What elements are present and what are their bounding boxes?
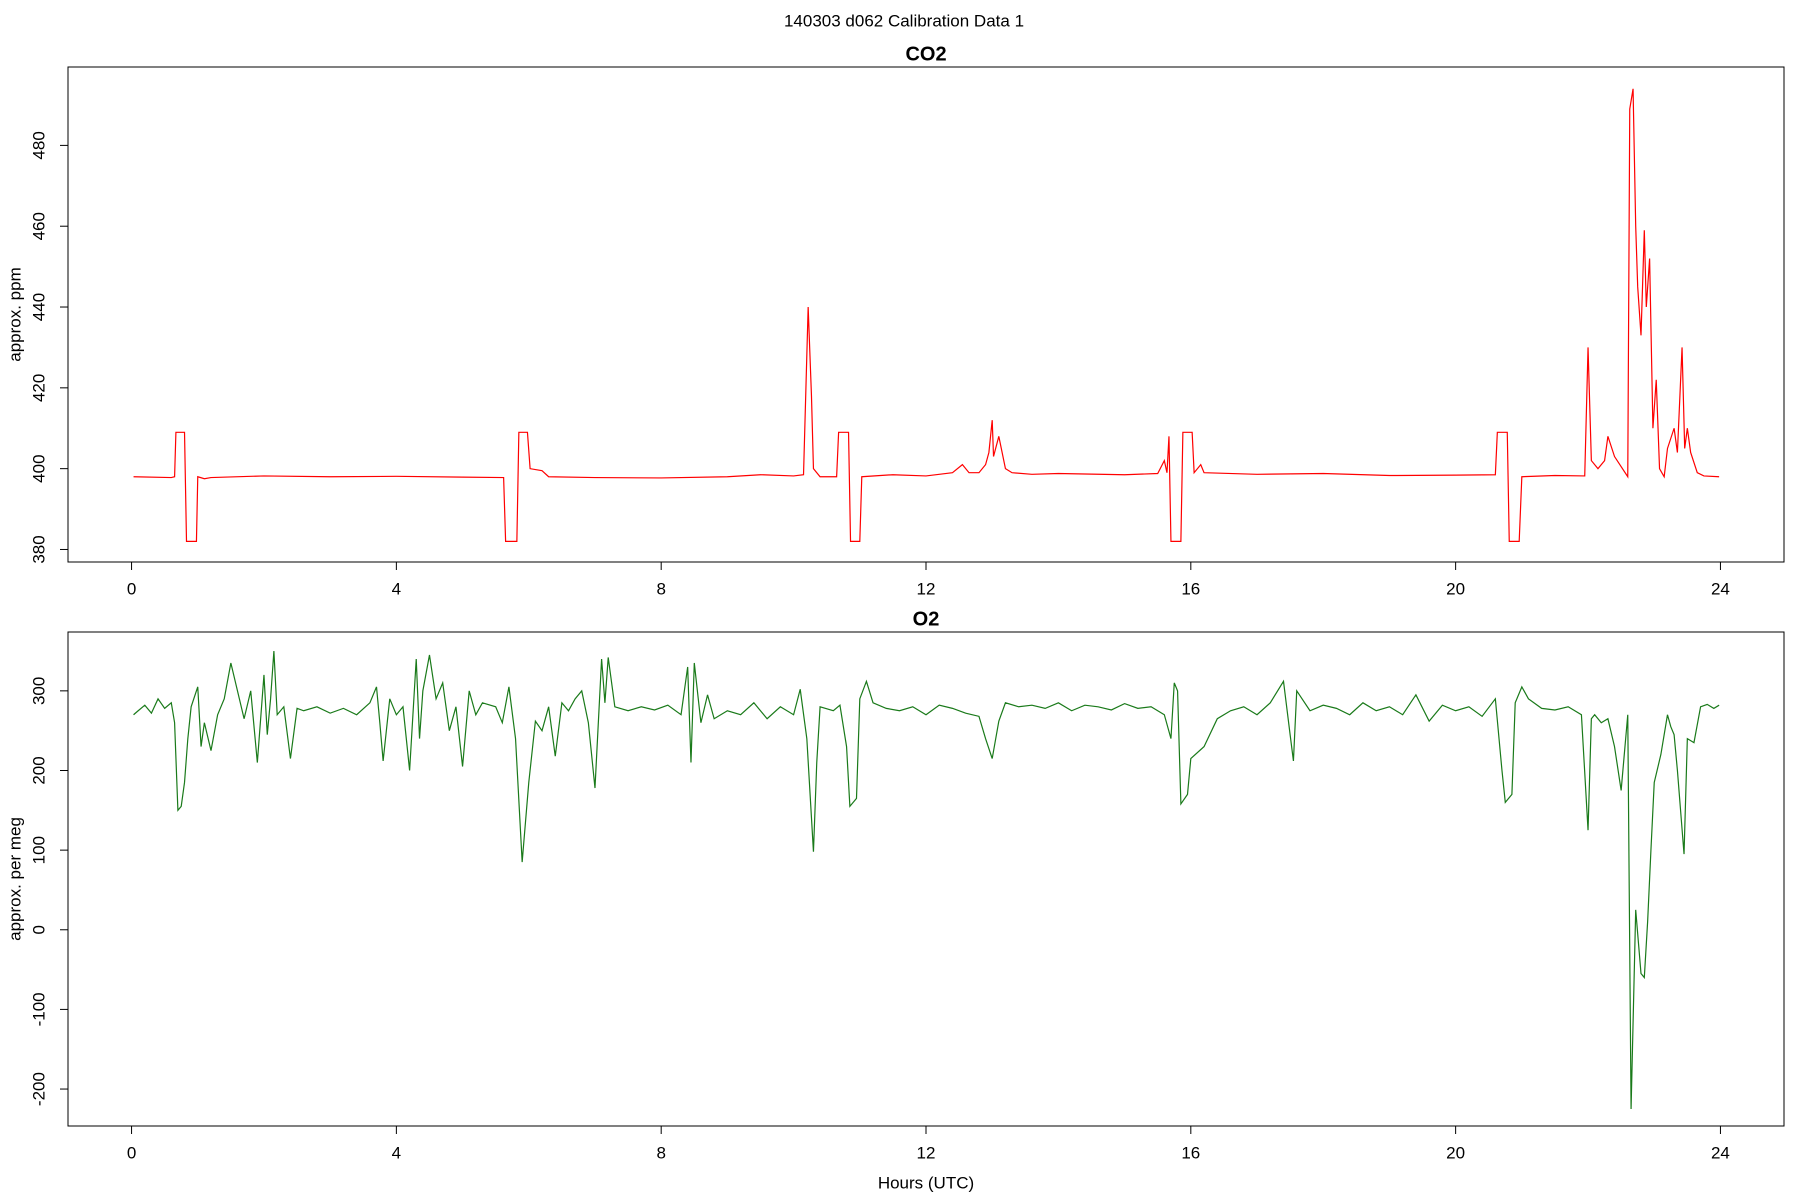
y-tick-label: 0 <box>29 925 48 934</box>
y-tick-label: 380 <box>29 535 48 563</box>
y-tick-label: -100 <box>29 992 48 1026</box>
panel-title: CO2 <box>905 43 946 65</box>
panel-title: O2 <box>913 608 940 630</box>
x-tick-label: 16 <box>1181 1143 1200 1162</box>
x-tick-label: 0 <box>127 1143 136 1162</box>
x-tick-label: 12 <box>917 579 936 598</box>
y-tick-label: 200 <box>29 756 48 784</box>
x-tick-label: 8 <box>656 1143 665 1162</box>
data-line <box>133 88 1720 542</box>
y-tick-label: -200 <box>29 1072 48 1106</box>
y-tick-label: 460 <box>29 212 48 240</box>
data-line <box>133 650 1720 1109</box>
y-tick-label: 420 <box>29 374 48 402</box>
y-tick-label: 100 <box>29 836 48 864</box>
y-tick-label: 480 <box>29 131 48 159</box>
x-tick-label: 12 <box>917 1143 936 1162</box>
y-tick-label: 300 <box>29 677 48 705</box>
y-tick-label: 400 <box>29 454 48 482</box>
x-tick-label: 4 <box>392 579 401 598</box>
x-tick-label: 8 <box>656 579 665 598</box>
x-tick-label: 24 <box>1711 579 1730 598</box>
y-tick-label: 440 <box>29 293 48 321</box>
figure-title: 140303 d062 Calibration Data 1 <box>784 11 1024 30</box>
x-tick-label: 0 <box>127 579 136 598</box>
x-tick-label: 4 <box>392 1143 401 1162</box>
x-tick-label: 24 <box>1711 1143 1730 1162</box>
plot-frame <box>67 66 1785 563</box>
y-axis-label: approx. ppm <box>5 267 24 362</box>
x-tick-label: 20 <box>1446 579 1465 598</box>
y-axis-label: approx. per meg <box>5 817 24 941</box>
x-tick-label: 16 <box>1181 579 1200 598</box>
plot-frame <box>67 631 1785 1127</box>
x-axis-label: Hours (UTC) <box>878 1173 974 1192</box>
x-tick-label: 20 <box>1446 1143 1465 1162</box>
